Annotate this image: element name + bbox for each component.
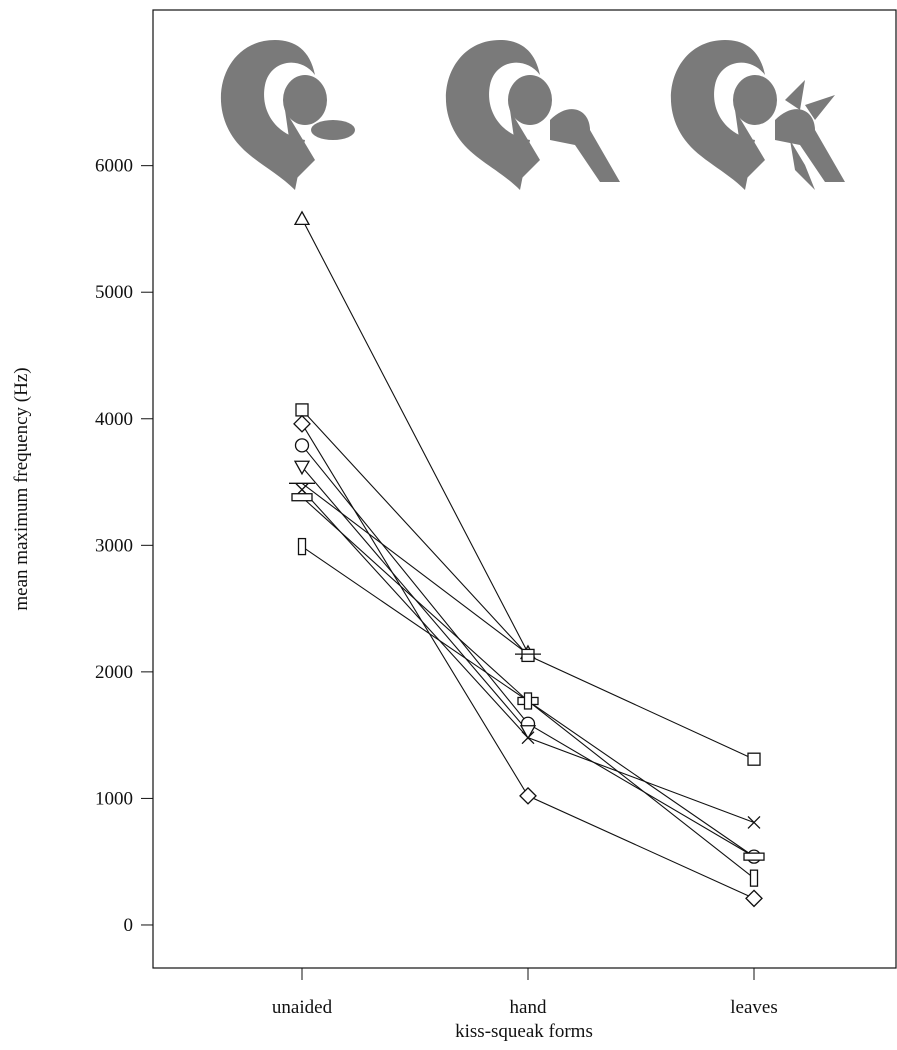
marker bbox=[296, 404, 308, 416]
y-tick-label: 1000 bbox=[95, 788, 133, 809]
marker bbox=[525, 693, 532, 709]
x-tick-label: leaves bbox=[730, 997, 777, 1018]
x-tick-label: unaided bbox=[272, 997, 333, 1018]
y-tick-label: 4000 bbox=[95, 409, 133, 430]
marker bbox=[744, 853, 764, 860]
series-line bbox=[302, 483, 528, 654]
marker bbox=[296, 439, 309, 452]
marker bbox=[748, 753, 760, 765]
marker bbox=[746, 890, 762, 906]
x-tick-label: hand bbox=[510, 997, 547, 1018]
orangutan-illustrations bbox=[221, 40, 845, 190]
illustration-unaided bbox=[221, 40, 355, 190]
x-axis-label: kiss-squeak forms bbox=[455, 1021, 593, 1042]
marker bbox=[748, 816, 760, 828]
marker bbox=[751, 870, 758, 886]
series-line bbox=[302, 219, 528, 653]
y-tick-label: 0 bbox=[124, 915, 134, 936]
y-tick-label: 5000 bbox=[95, 282, 133, 303]
y-tick-label: 2000 bbox=[95, 662, 133, 683]
y-tick-label: 3000 bbox=[95, 535, 133, 556]
illustration-hand bbox=[446, 40, 620, 190]
page: {"chart_data": {"type": "line", "x_label… bbox=[0, 0, 897, 1050]
marker bbox=[299, 539, 306, 555]
marker bbox=[295, 212, 309, 225]
series-line bbox=[302, 547, 754, 879]
chart: kiss-squeak forms mean maximum frequency… bbox=[0, 0, 897, 1050]
y-tick-label: 6000 bbox=[95, 156, 133, 177]
marker bbox=[294, 416, 310, 432]
illustration-leaves bbox=[671, 40, 845, 190]
marker bbox=[292, 494, 312, 501]
marker bbox=[520, 788, 536, 804]
marker bbox=[522, 649, 534, 661]
y-axis-label: mean maximum frequency (Hz) bbox=[11, 367, 32, 610]
